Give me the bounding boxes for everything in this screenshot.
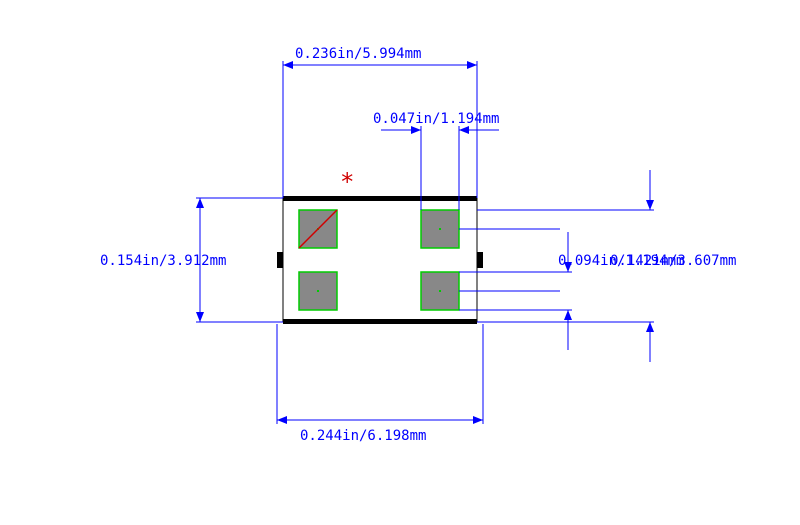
pin1-marker: * xyxy=(340,168,354,196)
bottom-bar xyxy=(283,319,477,324)
left-tab xyxy=(277,252,283,268)
dim-label-right-b: 0.142in/3.607mm xyxy=(610,253,736,269)
top-bar xyxy=(283,196,477,201)
right-tab xyxy=(477,252,483,268)
dim-label: 0.244in/6.198mm xyxy=(300,428,426,444)
dim-label: 0.236in/5.994mm xyxy=(295,46,421,62)
footprint-diagram: * 0.236in/5.994mm 0.047in/1.194mm 0.244in/6… xyxy=(0,0,800,525)
dim-label: 0.047in/1.194mm xyxy=(373,111,499,127)
dim-label: 0.154in/3.912mm xyxy=(100,253,226,269)
